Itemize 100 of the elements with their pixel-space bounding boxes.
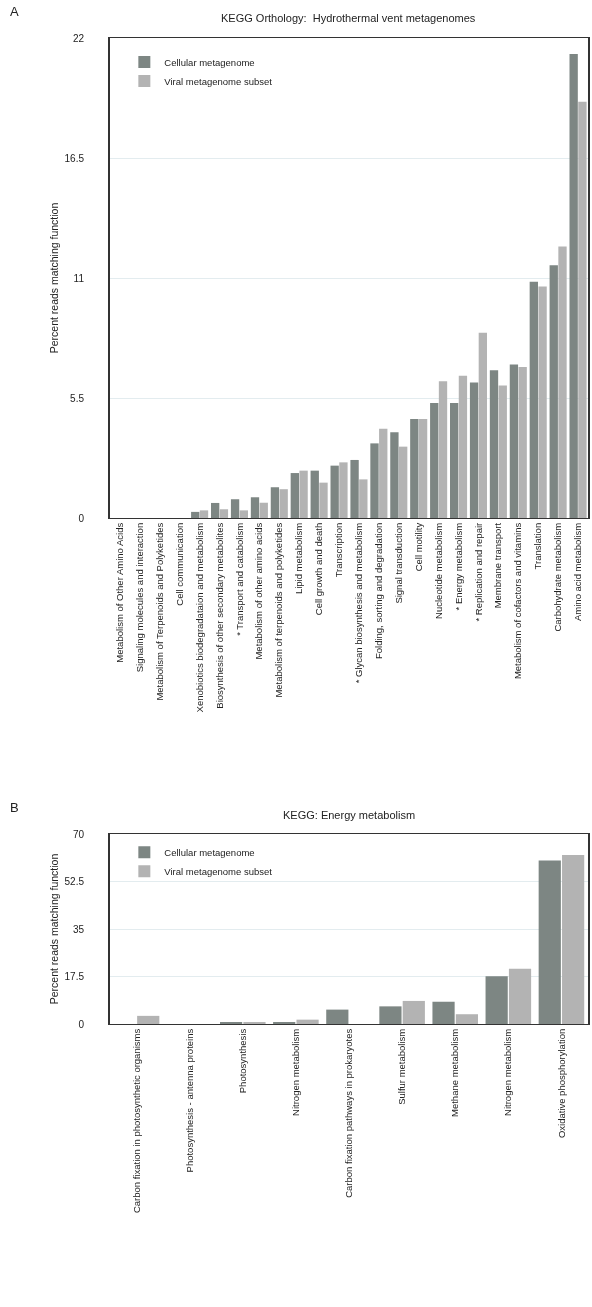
bar — [279, 489, 288, 518]
x-tick-label: * Transport and catabolism — [233, 522, 245, 636]
x-tick-label: Metabolism of other amino acids — [253, 522, 265, 660]
bar — [430, 403, 439, 518]
bar — [455, 1014, 479, 1024]
bar — [299, 470, 308, 518]
y-axis-title: Percent reads matching function — [47, 202, 60, 354]
bar — [508, 968, 532, 1024]
x-tick-label: Amino acid metabolism — [572, 522, 584, 622]
bar — [498, 385, 507, 518]
bar — [250, 497, 260, 518]
legend-label: Cellular metagenome — [164, 847, 255, 859]
bar — [379, 428, 388, 518]
bar — [379, 1006, 402, 1024]
bar — [319, 482, 328, 518]
x-tick-label: Methane metabolism — [449, 1028, 461, 1117]
x-tick-label: Nitrogen metabolism — [289, 1028, 301, 1116]
bar — [410, 418, 419, 518]
bar — [458, 375, 468, 518]
bar — [485, 976, 508, 1024]
bar — [402, 1000, 425, 1024]
bar — [191, 511, 200, 518]
x-tick-label: Translation — [532, 522, 544, 570]
bar — [239, 510, 248, 518]
x-tick-label: Metabolism of Terpenoids and Polyketides — [153, 522, 165, 701]
y-tick-label: 35 — [72, 923, 85, 935]
x-tick-label: Metabolism of terpenoids and polyketides — [273, 522, 285, 698]
bar — [370, 443, 379, 518]
bar — [549, 265, 558, 518]
bar — [478, 332, 487, 518]
x-tick-label: Oxidative phosphorylation — [555, 1028, 567, 1139]
bar — [558, 246, 567, 518]
legend-label: Cellular metagenome — [164, 56, 255, 68]
bar — [469, 382, 479, 518]
bar — [562, 854, 585, 1024]
bar — [450, 403, 459, 518]
x-tick-label: Metabolism of cofactors and vitamins — [512, 522, 524, 680]
bar — [509, 364, 519, 518]
bar — [326, 1009, 349, 1024]
bar — [199, 510, 209, 518]
x-tick-label: Carbon fixation pathways in prokaryotes — [343, 1028, 355, 1198]
bar — [438, 381, 448, 518]
bar — [489, 370, 499, 518]
bar — [219, 509, 229, 518]
chart-title: KEGG: Energy metabolism — [283, 809, 416, 821]
bar — [529, 281, 538, 518]
bar — [296, 1019, 319, 1024]
y-tick-label: 0 — [78, 1018, 85, 1030]
y-tick-label: 16.5 — [64, 152, 85, 164]
x-tick-label: Xenobiotics biodegradataion and metabolism — [193, 522, 205, 713]
x-tick-label: Photosynthesis — [236, 1028, 248, 1094]
bar — [578, 101, 587, 518]
x-tick-label: Signaling molecules and interaction — [133, 522, 145, 673]
bar — [310, 470, 319, 518]
y-tick-label: 22 — [72, 32, 85, 44]
bar — [432, 1001, 455, 1024]
bar — [230, 499, 240, 518]
bar — [538, 860, 561, 1024]
bar — [569, 53, 578, 518]
legend-label: Viral metagenome subset — [164, 866, 273, 878]
bar — [518, 367, 527, 518]
bar — [538, 286, 547, 518]
x-tick-label: Metabolism of Other Amino Acids — [114, 522, 126, 663]
x-tick-label: Carbon fixation in photosynthetic organisms — [130, 1028, 142, 1214]
y-tick-label: 52.5 — [64, 876, 85, 887]
x-tick-label: Membrane transport — [492, 522, 504, 609]
x-tick-label: Sulfur metabolism — [396, 1028, 408, 1105]
legend-label: Viral metagenome subset — [164, 75, 273, 87]
x-tick-label: * Energy metabolism — [452, 522, 464, 611]
x-tick-label: Cell communication — [173, 522, 185, 606]
x-tick-label: Folding, sorting and degradation — [372, 522, 384, 660]
text: A — [10, 4, 19, 19]
bar — [350, 459, 359, 518]
bar — [359, 479, 368, 518]
x-tick-label: Cell growth and death — [313, 522, 325, 616]
y-tick-label: 5.5 — [70, 392, 85, 404]
x-tick-label: * Glycan biosynthesis and metabolism — [353, 522, 365, 684]
bar — [137, 1015, 160, 1024]
y-tick-label: 70 — [72, 828, 85, 840]
bar — [330, 465, 339, 518]
x-tick-label: Transcription — [333, 522, 345, 578]
y-axis-title: Percent reads matching function — [47, 853, 60, 1005]
bar — [418, 418, 428, 518]
x-tick-label: Nucleotide metabolism — [432, 522, 444, 619]
y-tick-label: 11 — [73, 272, 85, 284]
text: B — [10, 800, 19, 815]
x-tick-label: Lipid metabolism — [293, 522, 305, 595]
x-tick-label: * Replication and repair — [472, 522, 484, 622]
bar — [339, 462, 348, 518]
bar — [290, 473, 299, 518]
x-tick-label: Biosynthesis of other secondary metabolites — [213, 522, 225, 709]
x-tick-label: Nitrogen metabolism — [502, 1028, 514, 1116]
x-tick-label: Carbohydrate metabolism — [552, 522, 564, 632]
chart-title: KEGG Orthology: Hydrothermal vent metagenomes — [221, 12, 476, 24]
x-tick-label: Signal transduction — [392, 522, 404, 604]
y-tick-label: 0 — [78, 512, 85, 524]
bar — [211, 502, 220, 518]
y-tick-label: 17.5 — [64, 971, 85, 982]
bar — [259, 502, 268, 518]
bar — [399, 446, 408, 518]
